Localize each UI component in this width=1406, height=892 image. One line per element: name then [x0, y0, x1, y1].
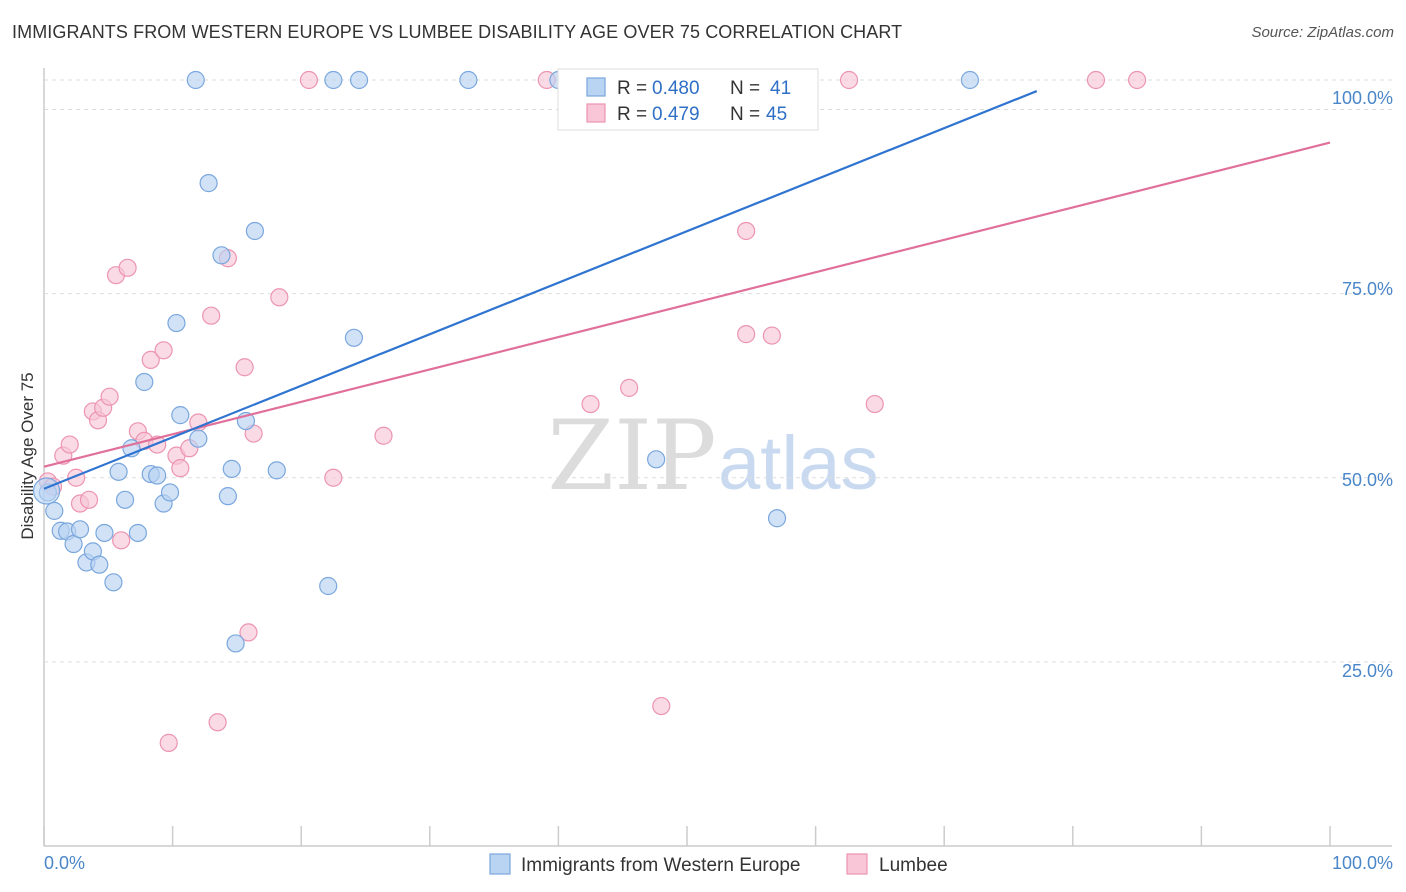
lumbee-point-27 — [235, 358, 254, 377]
lumbee-point-3 — [60, 435, 79, 454]
lumbee-point-44 — [1127, 70, 1147, 90]
lumbee-point-40 — [762, 326, 781, 345]
western-europe-point-35 — [349, 70, 369, 90]
x-axis-ticks — [43, 826, 1331, 846]
y-tick-label-100: 100.0% — [1332, 88, 1393, 108]
stats-legend-blue-n-label: N = — [730, 78, 760, 99]
lumbee-point-13 — [118, 258, 137, 277]
stats-legend-blue-r-value: 0.480 — [652, 78, 700, 99]
western-europe-point-31 — [267, 461, 286, 480]
trend-lines — [43, 90, 1331, 490]
western-europe-point-8 — [90, 555, 109, 574]
legend-blue-label: Immigrants from Western Europe — [521, 855, 800, 876]
lumbee-point-43 — [1086, 70, 1106, 90]
lumbee-point-12 — [112, 531, 131, 550]
lumbee-point-31 — [299, 70, 319, 90]
western-europe-point-34 — [344, 328, 364, 347]
western-europe-point-33 — [324, 70, 343, 90]
stats-legend-blue-r-label: R = — [617, 78, 647, 99]
lumbee-point-37 — [652, 696, 671, 716]
western-europe-point-30 — [245, 221, 265, 241]
western-europe-point-39 — [767, 509, 787, 528]
lumbee-point-25 — [208, 713, 227, 732]
stats-legend-blue-n-value: 41 — [770, 78, 791, 99]
western-europe-point-large — [32, 477, 61, 505]
stats-legend-blue-swatch — [586, 77, 606, 97]
western-europe-point-25 — [212, 246, 231, 265]
western-europe-point-21 — [171, 406, 190, 425]
lumbee-point-36 — [620, 378, 639, 397]
western-europe-point-10 — [104, 573, 123, 592]
x-tick-label-0: 0.0% — [44, 853, 85, 873]
stats-legend-pink-r-label: R = — [617, 104, 647, 125]
western-europe-point-1 — [45, 501, 64, 520]
x-tick-label-100: 100.0% — [1332, 853, 1393, 873]
western-europe-point-14 — [128, 523, 147, 543]
stats-legend-pink-n-value: 45 — [766, 104, 787, 125]
western-europe-point-28 — [226, 634, 245, 653]
stats-legend-pink-r-value: 0.479 — [652, 104, 700, 125]
stats-legend-pink-n-label: N = — [730, 104, 760, 125]
lumbee-point-39 — [737, 325, 756, 344]
western-europe-point-11 — [109, 462, 128, 481]
western-europe-point-17 — [148, 466, 167, 485]
lumbee-point-24 — [202, 306, 221, 325]
lumbee-point-10 — [100, 387, 119, 406]
western-europe-point-38 — [647, 450, 666, 469]
lumbee-point-30 — [270, 288, 289, 307]
western-europe-point-5 — [70, 520, 90, 539]
watermark-zip: ZIP — [547, 400, 716, 512]
lumbee-point-42 — [865, 394, 884, 414]
western-europe-point-36 — [459, 70, 478, 90]
y-axis-title: Disability Age Over 75 — [18, 372, 37, 539]
lumbee-point-18 — [154, 341, 173, 360]
western-europe-points — [32, 70, 980, 653]
western-europe-point-40 — [960, 70, 980, 90]
watermark: ZIP atlas — [547, 400, 878, 512]
western-europe-point-12 — [115, 490, 135, 509]
legend-blue-swatch — [489, 853, 511, 875]
lumbee-point-6 — [79, 490, 99, 509]
western-europe-point-32 — [319, 576, 338, 596]
lumbee-point-38 — [737, 221, 756, 241]
western-europe-point-22 — [186, 70, 205, 90]
western-europe-trend-line — [43, 90, 1038, 490]
lumbee-point-16 — [141, 350, 160, 369]
legend-pink-swatch — [846, 853, 868, 875]
western-europe-point-26 — [218, 487, 237, 506]
stats-legend-pink-swatch — [586, 103, 606, 123]
y-tick-label-75: 75.0% — [1342, 279, 1393, 299]
western-europe-point-23 — [189, 429, 208, 448]
lumbee-trend-line — [43, 141, 1331, 468]
western-europe-point-24 — [199, 174, 218, 193]
legend-pink-label: Lumbee — [879, 855, 948, 876]
western-europe-point-27 — [222, 459, 241, 478]
watermark-atlas: atlas — [718, 421, 879, 506]
lumbee-point-28 — [239, 623, 258, 642]
source-label: Source: ZipAtlas.com — [1251, 24, 1394, 41]
lumbee-point-41 — [839, 70, 859, 90]
western-europe-point-20 — [167, 313, 186, 333]
western-europe-point-15 — [135, 372, 154, 392]
lumbee-point-33 — [374, 426, 393, 445]
y-tick-label-25: 25.0% — [1342, 661, 1393, 681]
chart-title: IMMIGRANTS FROM WESTERN EUROPE VS LUMBEE… — [12, 22, 903, 42]
y-tick-label-50: 50.0% — [1342, 470, 1393, 490]
lumbee-point-35 — [581, 394, 600, 414]
lumbee-point-19 — [159, 733, 178, 752]
stats-legend: R = 0.480 N = 41 R = 0.479 N = 45 — [557, 68, 819, 131]
lumbee-point-32 — [324, 468, 343, 487]
lumbee-points — [38, 70, 1147, 752]
bottom-legend: Immigrants from Western Europe Lumbee — [489, 853, 948, 876]
lumbee-point-21 — [171, 459, 190, 478]
western-europe-point-19 — [160, 483, 180, 502]
western-europe-point-9 — [95, 523, 114, 543]
